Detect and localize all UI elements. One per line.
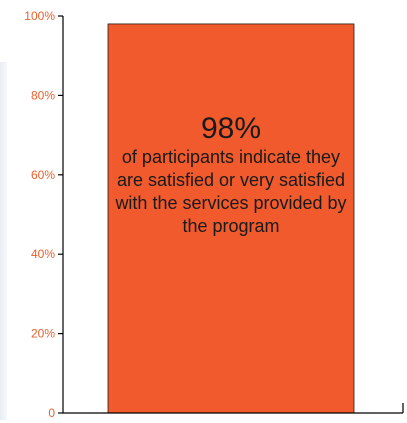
bar-annotation: 98% of participants indicate they are sa… [108,112,354,238]
left-edge-strip [0,62,7,420]
y-ticks-layer: 0 20% 40% 60% 80% 100% [24,9,63,420]
axes-layer [62,16,404,414]
y-tick-label: 100% [24,9,55,23]
y-tick-label: 20% [31,327,55,341]
y-tick-label: 80% [31,88,55,102]
y-tick-label: 40% [31,247,55,261]
bar-0 [107,23,355,414]
bars-layer [107,23,355,414]
bar-value-label: 98% [200,112,262,145]
bar-caption: of participants indicate they are satisf… [115,147,347,236]
y-tick-label: 60% [31,168,55,182]
y-tick-label: 0 [48,406,55,420]
